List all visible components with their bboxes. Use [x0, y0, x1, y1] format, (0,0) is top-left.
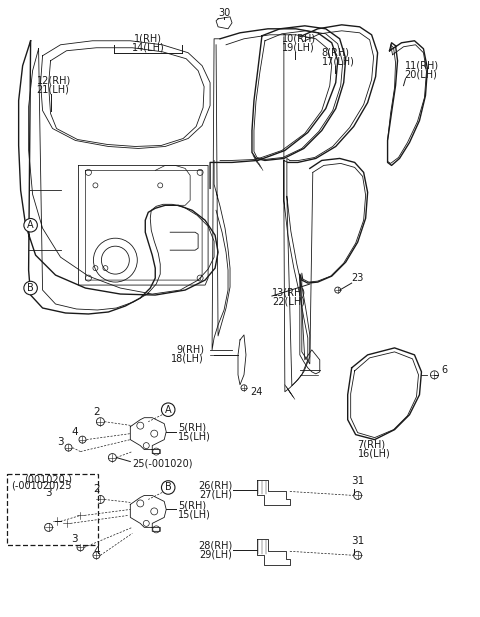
- Text: 20(LH): 20(LH): [405, 70, 437, 80]
- Text: 5(RH): 5(RH): [178, 500, 206, 510]
- Text: 19(LH): 19(LH): [282, 43, 314, 53]
- Text: 22(LH): 22(LH): [272, 296, 305, 306]
- Text: B: B: [27, 283, 34, 293]
- Text: 15(LH): 15(LH): [178, 510, 211, 520]
- Text: 24: 24: [250, 387, 263, 397]
- Text: (-001020)25: (-001020)25: [11, 481, 71, 491]
- Text: 8(RH): 8(RH): [322, 48, 350, 58]
- Text: 14(LH): 14(LH): [132, 43, 165, 53]
- Text: 21(LH): 21(LH): [36, 85, 70, 94]
- Text: 7(RH): 7(RH): [358, 439, 386, 450]
- Text: 18(LH): 18(LH): [171, 354, 204, 364]
- Text: 30: 30: [218, 8, 230, 18]
- Text: 9(RH): 9(RH): [176, 345, 204, 355]
- Text: 13(RH): 13(RH): [272, 287, 306, 297]
- Text: 2: 2: [93, 484, 100, 494]
- Text: 3: 3: [57, 437, 64, 447]
- Text: A: A: [27, 220, 34, 230]
- Text: 3: 3: [45, 489, 52, 499]
- Text: 17(LH): 17(LH): [322, 57, 355, 67]
- Text: 2: 2: [93, 407, 100, 416]
- Text: 26(RH): 26(RH): [198, 481, 232, 491]
- Text: 4: 4: [93, 546, 100, 557]
- Text: 12(RH): 12(RH): [36, 76, 71, 86]
- Text: 31: 31: [351, 476, 364, 486]
- Text: 6: 6: [441, 365, 447, 375]
- Text: B: B: [165, 482, 171, 492]
- FancyBboxPatch shape: [7, 473, 98, 545]
- Text: 31: 31: [351, 536, 364, 546]
- Text: A: A: [165, 405, 171, 415]
- Text: 11(RH): 11(RH): [405, 60, 439, 71]
- Text: 25(-001020): 25(-001020): [132, 458, 193, 468]
- Text: 1(RH): 1(RH): [134, 34, 162, 44]
- Text: 10(RH): 10(RH): [282, 34, 316, 44]
- Text: 27(LH): 27(LH): [199, 489, 232, 499]
- Text: 3: 3: [71, 534, 78, 544]
- Text: 23: 23: [352, 273, 364, 283]
- Text: 15(LH): 15(LH): [178, 432, 211, 442]
- Text: 28(RH): 28(RH): [198, 540, 232, 550]
- Text: 5(RH): 5(RH): [178, 423, 206, 433]
- Text: 16(LH): 16(LH): [358, 449, 390, 458]
- Text: 4: 4: [71, 426, 78, 437]
- Text: (001020-): (001020-): [24, 474, 72, 484]
- Text: 29(LH): 29(LH): [199, 549, 232, 559]
